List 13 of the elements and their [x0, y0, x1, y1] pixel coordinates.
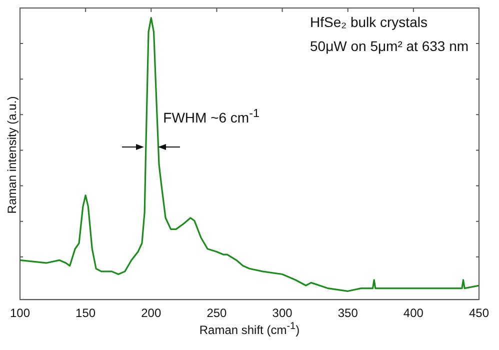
annotation: FWHM ~6 cm$^{-1}$ [163, 106, 260, 126]
annotation: 50μW on 5μm² at 633 nm [310, 38, 469, 54]
x-tick-label: 300 [272, 306, 293, 320]
y-axis-title: Raman intensity (a.u.) [5, 96, 19, 214]
annotation: HfSe₂ bulk crystals [310, 14, 428, 30]
x-tick-label: 350 [338, 306, 358, 320]
x-tick-label: 450 [468, 306, 490, 320]
x-tick-label: 150 [76, 306, 96, 320]
x-tick-label: 250 [206, 306, 228, 320]
x-tick-label: 200 [141, 306, 162, 320]
x-tick-label: 100 [10, 306, 30, 320]
x-axis-title: Raman shift (cm$^{-1}$) [198, 321, 301, 337]
x-tick-label: 400 [403, 306, 424, 320]
